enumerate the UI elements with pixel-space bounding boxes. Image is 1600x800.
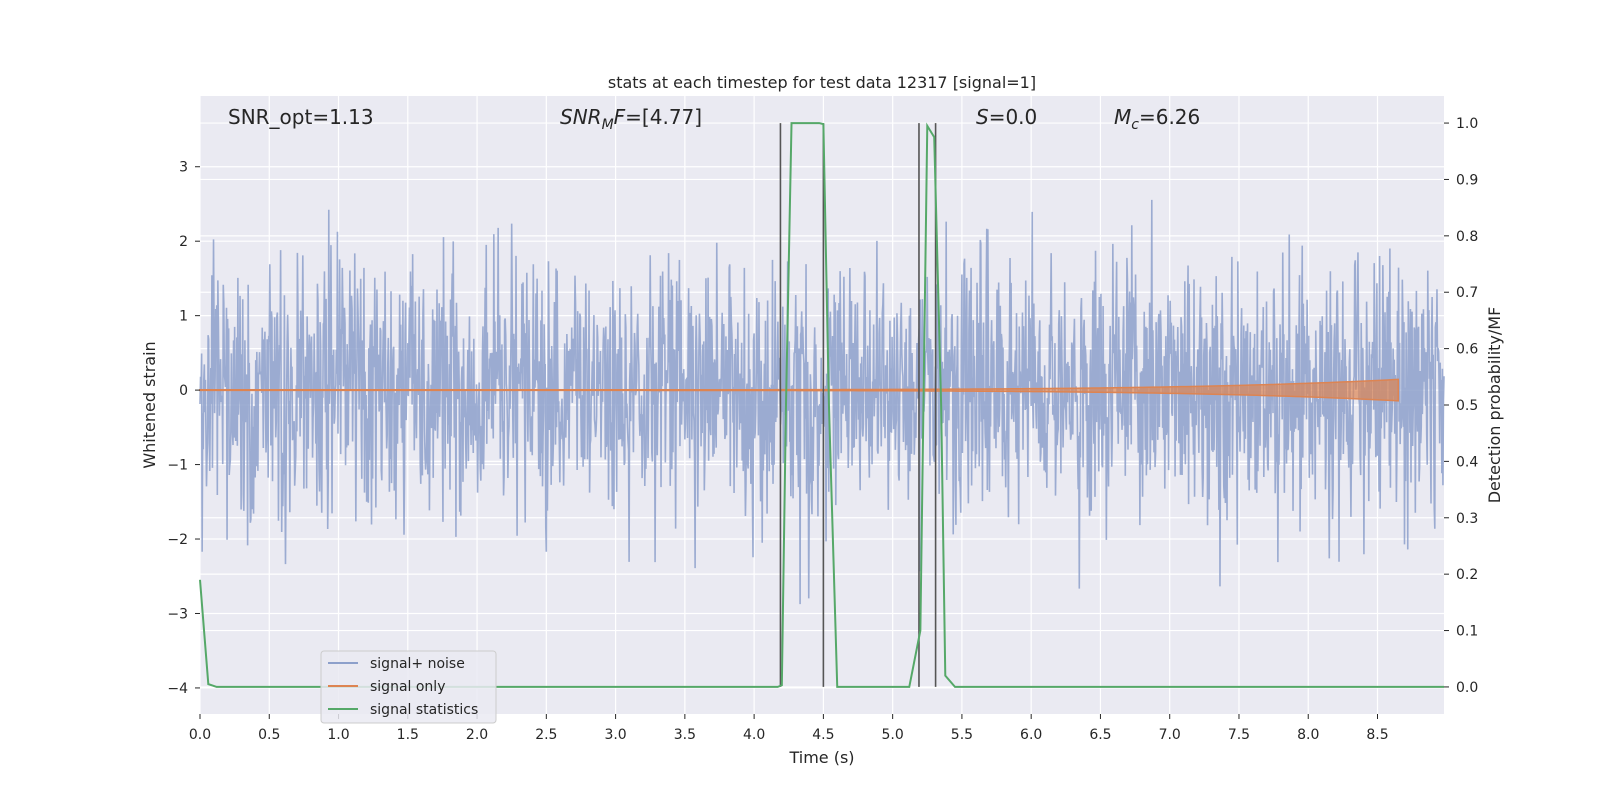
x-tick-label: 2.0: [466, 727, 488, 743]
y-tick-label: 1: [179, 309, 188, 325]
annotation-snr-mf-label: SNR: [560, 105, 602, 129]
x-tick-label: 7.5: [1228, 727, 1250, 743]
annotation-mc-label: M: [1114, 105, 1131, 129]
y-tick-label: 0: [179, 383, 188, 399]
series-signal-statistics-line: [199, 122, 1444, 688]
y-axis-ticks: 3 2 1 0 −1 −2 −3 −4: [167, 160, 200, 697]
x-tick-label: 7.0: [1159, 727, 1181, 743]
annotation-mc-value: =6.26: [1139, 105, 1200, 129]
x-tick-label: 1.0: [327, 727, 349, 743]
x-tick-label: 5.0: [882, 727, 904, 743]
annotation-snr-opt: SNR_opt=1.13: [228, 105, 374, 129]
legend-label-signal-statistics: signal statistics: [370, 702, 478, 718]
legend-label-signal-only: signal only: [370, 679, 445, 695]
x-axis-title: Time (s): [788, 748, 854, 767]
annotation-s-value: =0.0: [989, 105, 1038, 129]
y-right-tick-label: 0.7: [1456, 285, 1478, 301]
x-tick-label: 0.5: [258, 727, 280, 743]
y-right-tick-label: 0.2: [1456, 567, 1478, 583]
legend-box: [320, 650, 497, 724]
y-tick-label: 3: [179, 160, 188, 176]
annotation-mc: Mc=6.26: [1114, 105, 1200, 133]
legend-label-signal-noise: signal+ noise: [370, 656, 465, 672]
annotation-snr-mf-sub: M: [602, 117, 614, 133]
x-tick-label: 5.5: [951, 727, 973, 743]
x-tick-label: 3.0: [604, 727, 626, 743]
y-tick-label: −1: [167, 458, 188, 474]
y-right-tick-label: 0.1: [1456, 624, 1478, 640]
y-tick-label: 2: [179, 234, 188, 250]
x-tick-label: 6.5: [1089, 727, 1111, 743]
annotation-s-label: S: [976, 105, 989, 129]
y-axis-title: Whitened strain: [140, 341, 159, 468]
x-tick-label: 4.5: [812, 727, 834, 743]
y-tick-label: −4: [167, 681, 188, 697]
x-tick-label: 1.5: [397, 727, 419, 743]
legend: signal+ noise signal only signal statist…: [320, 650, 497, 724]
x-axis-ticks: 0.0 0.5 1.0 1.5 2.0 2.5 3.0 3.5 4.0 4.5 5.0 5.5 6.0 6…: [189, 714, 1389, 743]
y-right-tick-label: 0.8: [1456, 229, 1478, 245]
annotation-snr-mf: SNRMF=[4.77]: [560, 105, 702, 133]
annotation-s: S=0.0: [976, 105, 1037, 129]
annotation-snr-mf-value: =[4.77]: [625, 105, 702, 129]
y-right-tick-label: 0.3: [1456, 511, 1478, 527]
y-right-tick-label: 0.6: [1456, 342, 1478, 358]
y-tick-label: −3: [167, 606, 188, 622]
x-tick-label: 2.5: [535, 727, 557, 743]
y-right-tick-label: 0.9: [1456, 172, 1478, 188]
series-signal-only-line: [199, 378, 1400, 402]
annotation-snr-mf-rest: F: [614, 105, 626, 129]
x-tick-label: 8.0: [1297, 727, 1319, 743]
series-signal-noise-line: [199, 199, 1445, 605]
y-right-tick-label: 0.0: [1456, 680, 1478, 696]
y-axis-right-ticks: 1.0 0.9 0.8 0.7 0.6 0.5 0.4 0.3 0.2 0.1 0.0: [1444, 116, 1478, 696]
x-tick-label: 0.0: [189, 727, 211, 743]
y-axis-right-title: Detection probability/MF: [1485, 307, 1504, 504]
chart-title: stats at each timestep for test data 123…: [608, 73, 1036, 92]
y-right-tick-label: 0.4: [1456, 454, 1478, 470]
y-right-tick-label: 1.0: [1456, 116, 1478, 132]
y-tick-label: −2: [167, 532, 188, 548]
x-tick-label: 3.5: [674, 727, 696, 743]
x-tick-label: 8.5: [1366, 727, 1388, 743]
x-tick-label: 6.0: [1020, 727, 1042, 743]
y-right-tick-label: 0.5: [1456, 398, 1478, 414]
annotation-mc-sub: c: [1131, 117, 1139, 133]
x-tick-label: 4.0: [743, 727, 765, 743]
